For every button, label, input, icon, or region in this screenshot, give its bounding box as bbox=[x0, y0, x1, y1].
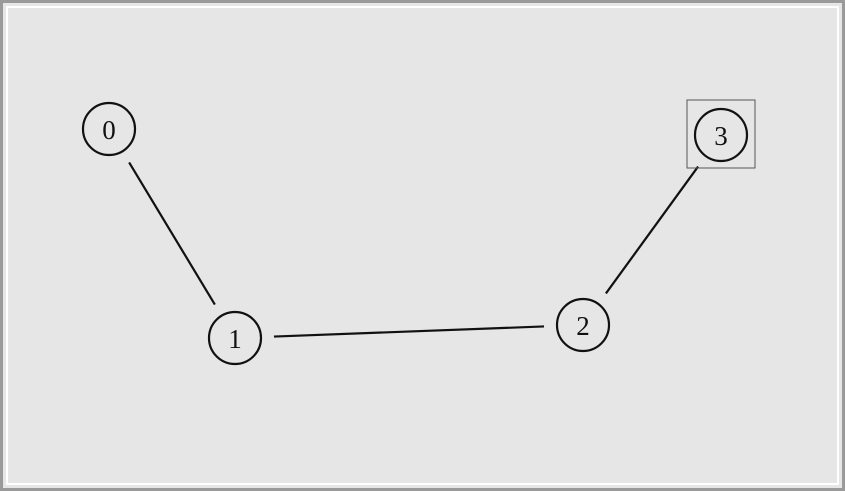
node-circle bbox=[693, 107, 749, 163]
nodes-layer: 0 1 2 3 bbox=[81, 99, 756, 366]
graph-node-1[interactable]: 1 bbox=[207, 310, 263, 366]
node-label: 3 bbox=[714, 121, 728, 151]
node-label: 2 bbox=[576, 311, 590, 341]
node-label: 1 bbox=[228, 324, 242, 354]
edges-layer bbox=[128, 161, 699, 338]
graph-node-0[interactable]: 0 bbox=[81, 101, 137, 157]
graph-node-3[interactable]: 3 bbox=[686, 99, 756, 169]
graph-node-2[interactable]: 2 bbox=[555, 297, 611, 353]
node-label: 0 bbox=[102, 115, 116, 145]
edge-2-3[interactable] bbox=[605, 165, 699, 295]
node-circle bbox=[207, 310, 263, 366]
node-circle bbox=[555, 297, 611, 353]
selection-box bbox=[686, 99, 756, 169]
node-circle bbox=[81, 101, 137, 157]
edge-0-1[interactable] bbox=[128, 161, 216, 306]
edge-1-2[interactable] bbox=[273, 325, 545, 338]
graph-canvas-inner bbox=[6, 6, 839, 485]
